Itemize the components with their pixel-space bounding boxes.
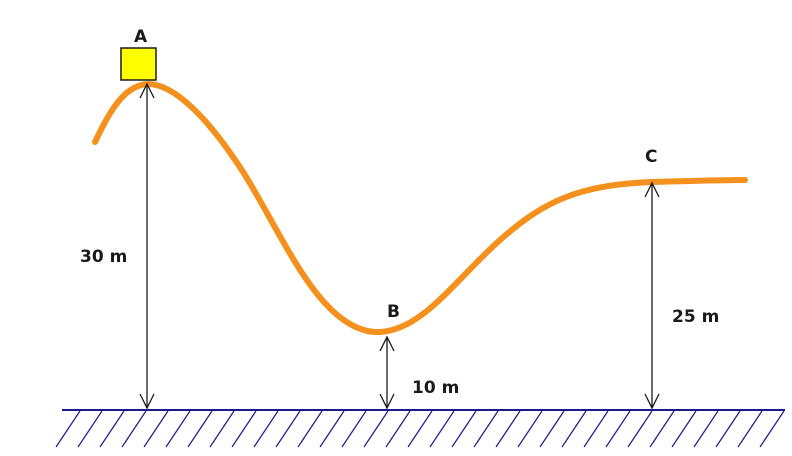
- hatch-line: [99, 410, 125, 448]
- hatch-line: [517, 410, 543, 448]
- hatch-line: [451, 410, 477, 448]
- hatch-line: [759, 410, 785, 448]
- height-arrow-a: [139, 82, 155, 410]
- hatch-line: [561, 410, 587, 448]
- hatch-line: [187, 410, 213, 448]
- hatch-line: [539, 410, 565, 448]
- height-label-a: 30 m: [80, 247, 127, 267]
- hatch-line: [649, 410, 675, 448]
- point-label-c: C: [645, 147, 657, 167]
- hatch-line: [121, 410, 147, 448]
- hatch-line: [165, 410, 191, 448]
- hatch-line: [495, 410, 521, 448]
- hatch-line: [671, 410, 697, 448]
- hatch-line: [627, 410, 653, 448]
- hatch-line: [341, 410, 367, 448]
- height-arrow-b: [379, 335, 395, 410]
- ground-hatching: [55, 410, 785, 448]
- hatch-line: [583, 410, 609, 448]
- hatch-line: [55, 410, 81, 448]
- track-curve: [92, 81, 748, 336]
- hatch-line: [737, 410, 763, 448]
- hatch-line: [143, 410, 169, 448]
- height-label-c: 25 m: [672, 307, 719, 327]
- hatch-line: [605, 410, 631, 448]
- hatch-line: [275, 410, 301, 448]
- hatch-line: [297, 410, 323, 448]
- hatch-line: [363, 410, 389, 448]
- hatch-line: [209, 410, 235, 448]
- hatch-line: [407, 410, 433, 448]
- hatch-line: [693, 410, 719, 448]
- hatch-line: [77, 410, 103, 448]
- height-arrow-c: [644, 181, 660, 410]
- height-label-b: 10 m: [412, 378, 459, 398]
- hatch-line: [231, 410, 257, 448]
- hatch-line: [319, 410, 345, 448]
- hatch-line: [429, 410, 455, 448]
- block: [120, 47, 157, 81]
- point-label-a: A: [134, 27, 148, 47]
- hatch-line: [715, 410, 741, 448]
- point-label-b: B: [387, 302, 400, 322]
- hatch-line: [385, 410, 411, 448]
- hatch-line: [473, 410, 499, 448]
- hatch-line: [253, 410, 279, 448]
